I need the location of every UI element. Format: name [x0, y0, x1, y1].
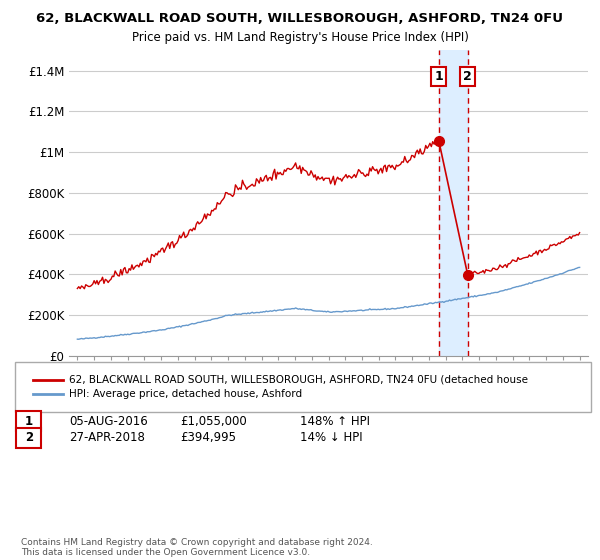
Text: 1: 1: [25, 414, 33, 428]
Text: £394,995: £394,995: [180, 431, 236, 445]
Text: Price paid vs. HM Land Registry's House Price Index (HPI): Price paid vs. HM Land Registry's House …: [131, 31, 469, 44]
Text: 62, BLACKWALL ROAD SOUTH, WILLESBOROUGH, ASHFORD, TN24 0FU: 62, BLACKWALL ROAD SOUTH, WILLESBOROUGH,…: [37, 12, 563, 25]
Text: 2: 2: [25, 431, 33, 445]
Text: £1,055,000: £1,055,000: [180, 414, 247, 428]
Text: 27-APR-2018: 27-APR-2018: [69, 431, 145, 445]
Text: Contains HM Land Registry data © Crown copyright and database right 2024.
This d: Contains HM Land Registry data © Crown c…: [21, 538, 373, 557]
Text: 14% ↓ HPI: 14% ↓ HPI: [300, 431, 362, 445]
Text: 62, BLACKWALL ROAD SOUTH, WILLESBOROUGH, ASHFORD, TN24 0FU (detached house: 62, BLACKWALL ROAD SOUTH, WILLESBOROUGH,…: [69, 375, 528, 385]
Text: 2: 2: [463, 70, 472, 83]
Text: 05-AUG-2016: 05-AUG-2016: [69, 414, 148, 428]
Text: 1: 1: [434, 70, 443, 83]
Text: 148% ↑ HPI: 148% ↑ HPI: [300, 414, 370, 428]
Text: HPI: Average price, detached house, Ashford: HPI: Average price, detached house, Ashf…: [69, 389, 302, 399]
Bar: [439, 50, 468, 356]
